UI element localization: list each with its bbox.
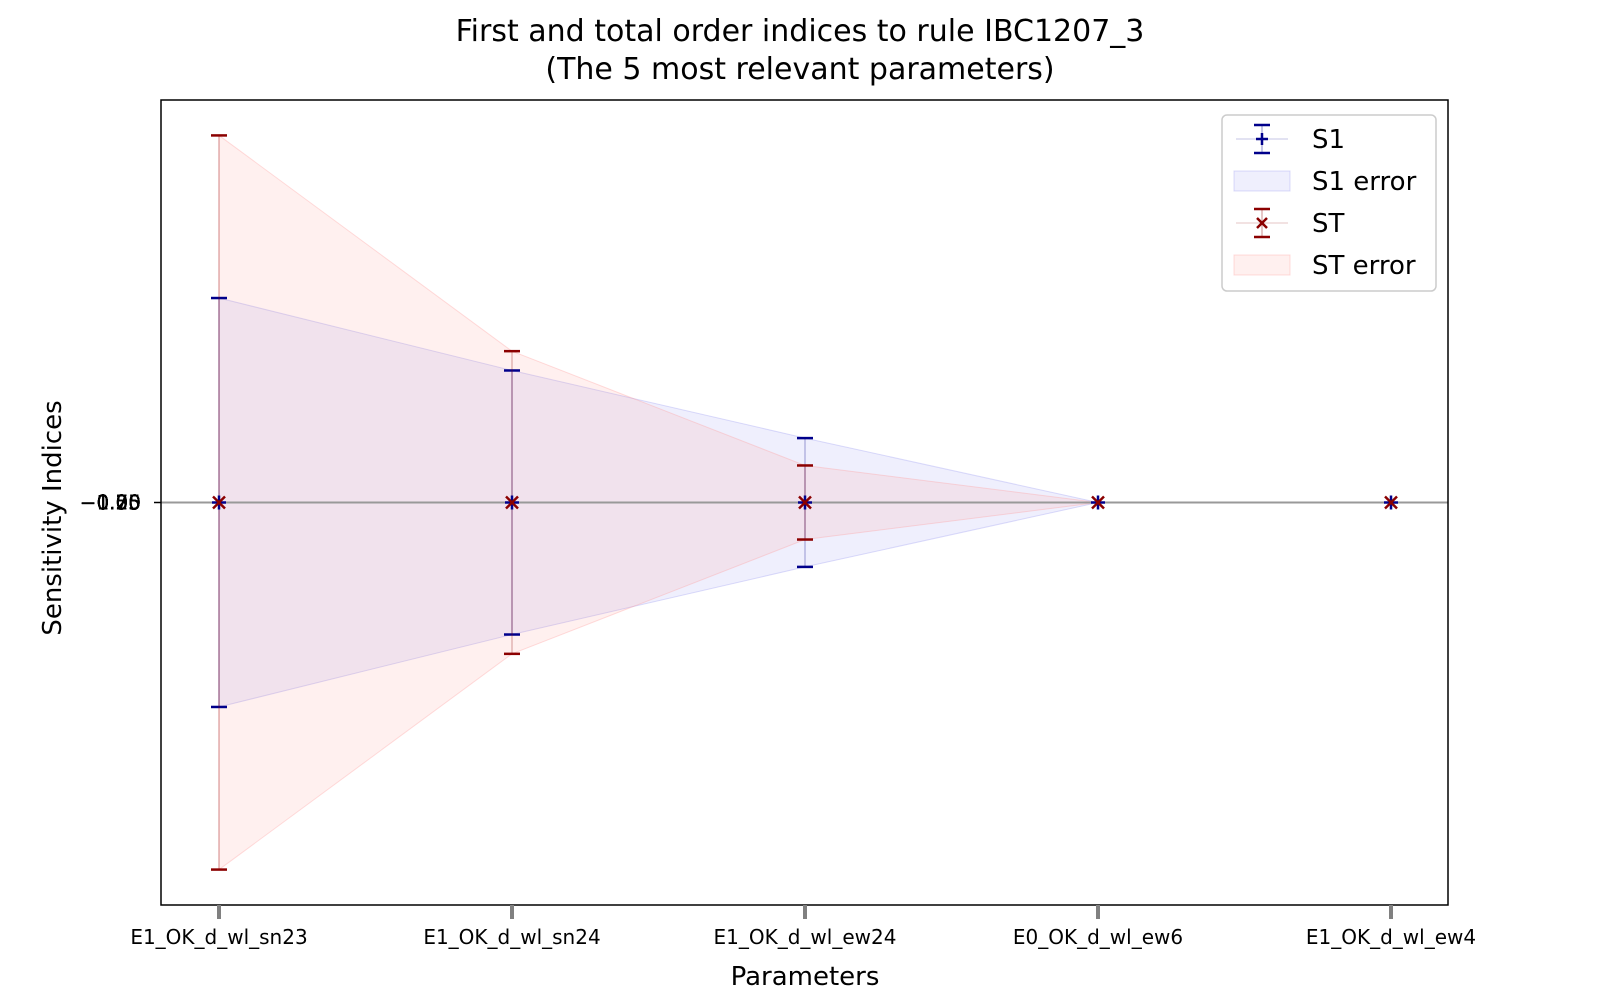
marker-stroke [1091,495,1105,510]
legend-handle-s1 [1236,123,1288,155]
x-axis-label: Parameters [730,962,880,992]
legend-handle-st [1236,207,1288,239]
marker-st [1091,495,1105,510]
chart-title: First and total order indices to rule IB… [455,14,1145,49]
marker-st [505,495,519,510]
y-axis: −1.00−0.75−0.50−0.250.000.250.500.751.00… [80,491,161,515]
legend-box [1221,114,1437,292]
x-axis: E1_OK_d_wl_sn23 E1_OK_d_wl_sn24 E1_OK_d_wl… [130,905,1476,949]
x-tick-label: E1_OK_d_wl_sn23 [130,925,307,949]
legend-label-s1: S1 [1312,125,1345,155]
marker-st [212,495,226,510]
legend-label-st-error: ST error [1312,251,1416,281]
y-tick-label: 0.50 [96,491,141,515]
y-tick-label: −0.25 [80,491,141,515]
marker-stroke [798,495,812,510]
x-tick-label: E1_OK_d_wl_ew24 [714,925,897,949]
x-tick-label: E1_OK_d_wl_sn24 [423,925,600,949]
x-tick-label: E1_OK_d_wl_ew4 [1306,925,1476,949]
legend-label-st: ST [1312,209,1345,239]
y-tick-label: 0.00 [96,491,141,515]
y-tick-label: 0.25 [96,491,141,515]
x-tick-label: E0_OK_d_wl_ew6 [1013,925,1183,949]
legend-marker [1256,217,1268,229]
marker-stroke [505,495,519,510]
y-tick-label: 1.25 [96,491,141,515]
chart-subtitle: (The 5 most relevant parameters) [545,52,1055,87]
y-tick-label: 0.75 [96,491,141,515]
y-tick-label: 1.00 [96,491,141,515]
legend: S1 S1 error ST ST error [1221,114,1437,292]
marker-stroke [212,495,226,510]
legend-label-s1-error: S1 error [1312,167,1417,197]
y-tick-label: −0.75 [80,491,141,515]
legend-handle-st-error [1233,254,1291,276]
y-axis-label: Sensitivity Indices [38,400,68,636]
data-markers [212,495,1398,510]
marker-st [1384,495,1398,510]
y-tick-label: −1.00 [80,491,141,515]
y-tick-label: −0.50 [80,491,141,515]
marker-st [798,495,812,510]
marker-stroke [1384,495,1398,510]
legend-handle-s1-error [1233,170,1291,192]
